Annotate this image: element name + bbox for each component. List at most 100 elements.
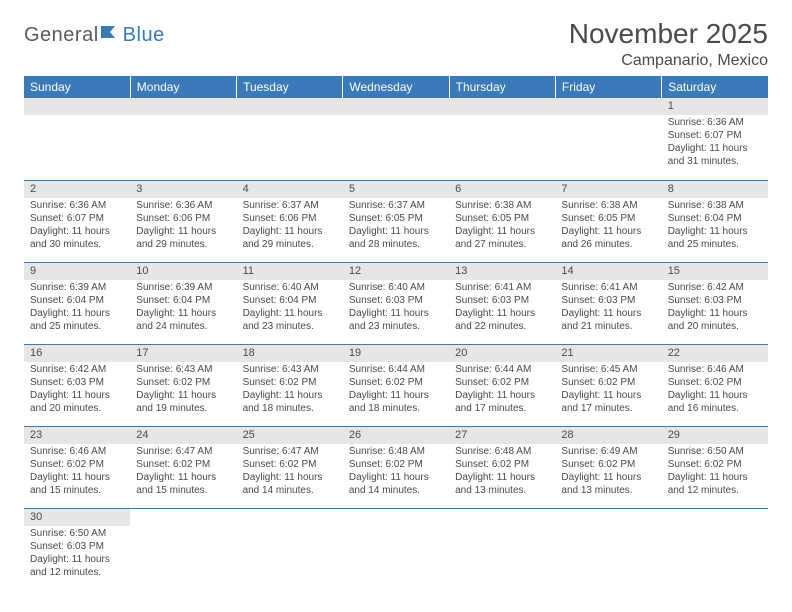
sunrise-text: Sunrise: 6:50 AM [668, 445, 762, 458]
day-number: 15 [662, 263, 768, 280]
day-number: 5 [343, 181, 449, 198]
sunrise-text: Sunrise: 6:40 AM [349, 281, 443, 294]
day-header: Monday [130, 76, 236, 98]
calendar-day-cell [237, 98, 343, 180]
title-block: November 2025 Campanario, Mexico [569, 18, 768, 70]
daylight-text: Daylight: 11 hours and 31 minutes. [668, 142, 762, 168]
calendar-day-cell: 30Sunrise: 6:50 AMSunset: 6:03 PMDayligh… [24, 508, 130, 590]
sunset-text: Sunset: 6:02 PM [668, 376, 762, 389]
calendar-day-cell [343, 508, 449, 590]
sunrise-text: Sunrise: 6:36 AM [668, 116, 762, 129]
calendar-table: Sunday Monday Tuesday Wednesday Thursday… [24, 76, 768, 590]
calendar-day-cell: 1Sunrise: 6:36 AMSunset: 6:07 PMDaylight… [662, 98, 768, 180]
day-data: Sunrise: 6:49 AMSunset: 6:02 PMDaylight:… [555, 444, 661, 499]
day-number: 16 [24, 345, 130, 362]
sunset-text: Sunset: 6:02 PM [349, 376, 443, 389]
day-header: Saturday [662, 76, 768, 98]
day-number: 25 [237, 427, 343, 444]
sunset-text: Sunset: 6:06 PM [243, 212, 337, 225]
day-data: Sunrise: 6:36 AMSunset: 6:06 PMDaylight:… [130, 198, 236, 253]
daylight-text: Daylight: 11 hours and 17 minutes. [455, 389, 549, 415]
calendar-day-cell: 2Sunrise: 6:36 AMSunset: 6:07 PMDaylight… [24, 180, 130, 262]
day-data: Sunrise: 6:40 AMSunset: 6:03 PMDaylight:… [343, 280, 449, 335]
day-number: 21 [555, 345, 661, 362]
daylight-text: Daylight: 11 hours and 24 minutes. [136, 307, 230, 333]
sunrise-text: Sunrise: 6:39 AM [136, 281, 230, 294]
sunset-text: Sunset: 6:07 PM [30, 212, 124, 225]
calendar-day-cell: 21Sunrise: 6:45 AMSunset: 6:02 PMDayligh… [555, 344, 661, 426]
day-header: Sunday [24, 76, 130, 98]
sunset-text: Sunset: 6:02 PM [561, 376, 655, 389]
day-header: Tuesday [237, 76, 343, 98]
sunrise-text: Sunrise: 6:43 AM [136, 363, 230, 376]
sunset-text: Sunset: 6:03 PM [349, 294, 443, 307]
day-number: 19 [343, 345, 449, 362]
daylight-text: Daylight: 11 hours and 28 minutes. [349, 225, 443, 251]
day-data: Sunrise: 6:50 AMSunset: 6:02 PMDaylight:… [662, 444, 768, 499]
sunrise-text: Sunrise: 6:44 AM [455, 363, 549, 376]
day-data: Sunrise: 6:41 AMSunset: 6:03 PMDaylight:… [449, 280, 555, 335]
day-data: Sunrise: 6:40 AMSunset: 6:04 PMDaylight:… [237, 280, 343, 335]
day-number: 7 [555, 181, 661, 198]
sunrise-text: Sunrise: 6:41 AM [561, 281, 655, 294]
calendar-day-cell: 27Sunrise: 6:48 AMSunset: 6:02 PMDayligh… [449, 426, 555, 508]
sunrise-text: Sunrise: 6:38 AM [455, 199, 549, 212]
day-number: 13 [449, 263, 555, 280]
sunrise-text: Sunrise: 6:36 AM [30, 199, 124, 212]
sunset-text: Sunset: 6:04 PM [30, 294, 124, 307]
sunrise-text: Sunrise: 6:39 AM [30, 281, 124, 294]
sunrise-text: Sunrise: 6:47 AM [136, 445, 230, 458]
sunrise-text: Sunrise: 6:46 AM [30, 445, 124, 458]
day-number: 14 [555, 263, 661, 280]
calendar-day-cell: 5Sunrise: 6:37 AMSunset: 6:05 PMDaylight… [343, 180, 449, 262]
calendar-week-row: 9Sunrise: 6:39 AMSunset: 6:04 PMDaylight… [24, 262, 768, 344]
sunset-text: Sunset: 6:04 PM [136, 294, 230, 307]
day-data: Sunrise: 6:37 AMSunset: 6:06 PMDaylight:… [237, 198, 343, 253]
daylight-text: Daylight: 11 hours and 29 minutes. [136, 225, 230, 251]
calendar-week-row: 23Sunrise: 6:46 AMSunset: 6:02 PMDayligh… [24, 426, 768, 508]
sunrise-text: Sunrise: 6:37 AM [243, 199, 337, 212]
daylight-text: Daylight: 11 hours and 27 minutes. [455, 225, 549, 251]
calendar-day-cell: 29Sunrise: 6:50 AMSunset: 6:02 PMDayligh… [662, 426, 768, 508]
sunset-text: Sunset: 6:06 PM [136, 212, 230, 225]
logo-text-general: General [24, 24, 99, 47]
calendar-day-cell: 4Sunrise: 6:37 AMSunset: 6:06 PMDaylight… [237, 180, 343, 262]
day-data: Sunrise: 6:44 AMSunset: 6:02 PMDaylight:… [343, 362, 449, 417]
sunrise-text: Sunrise: 6:38 AM [668, 199, 762, 212]
day-number: 6 [449, 181, 555, 198]
calendar-day-cell [555, 98, 661, 180]
sunrise-text: Sunrise: 6:49 AM [561, 445, 655, 458]
day-data: Sunrise: 6:46 AMSunset: 6:02 PMDaylight:… [24, 444, 130, 499]
day-data: Sunrise: 6:42 AMSunset: 6:03 PMDaylight:… [24, 362, 130, 417]
calendar-day-cell: 7Sunrise: 6:38 AMSunset: 6:05 PMDaylight… [555, 180, 661, 262]
calendar-day-cell: 25Sunrise: 6:47 AMSunset: 6:02 PMDayligh… [237, 426, 343, 508]
day-number: 3 [130, 181, 236, 198]
daylight-text: Daylight: 11 hours and 17 minutes. [561, 389, 655, 415]
day-data: Sunrise: 6:36 AMSunset: 6:07 PMDaylight:… [24, 198, 130, 253]
calendar-day-cell: 24Sunrise: 6:47 AMSunset: 6:02 PMDayligh… [130, 426, 236, 508]
day-number: 28 [555, 427, 661, 444]
calendar-day-cell: 20Sunrise: 6:44 AMSunset: 6:02 PMDayligh… [449, 344, 555, 426]
daylight-text: Daylight: 11 hours and 12 minutes. [30, 553, 124, 579]
sunrise-text: Sunrise: 6:42 AM [30, 363, 124, 376]
calendar-week-row: 16Sunrise: 6:42 AMSunset: 6:03 PMDayligh… [24, 344, 768, 426]
sunset-text: Sunset: 6:03 PM [668, 294, 762, 307]
day-number: 29 [662, 427, 768, 444]
daylight-text: Daylight: 11 hours and 20 minutes. [668, 307, 762, 333]
day-data: Sunrise: 6:37 AMSunset: 6:05 PMDaylight:… [343, 198, 449, 253]
calendar-day-cell: 10Sunrise: 6:39 AMSunset: 6:04 PMDayligh… [130, 262, 236, 344]
sunrise-text: Sunrise: 6:37 AM [349, 199, 443, 212]
sunset-text: Sunset: 6:05 PM [455, 212, 549, 225]
day-header: Thursday [449, 76, 555, 98]
day-number: 17 [130, 345, 236, 362]
sunrise-text: Sunrise: 6:42 AM [668, 281, 762, 294]
calendar-day-cell [130, 508, 236, 590]
day-number: 26 [343, 427, 449, 444]
calendar-week-row: 2Sunrise: 6:36 AMSunset: 6:07 PMDaylight… [24, 180, 768, 262]
daylight-text: Daylight: 11 hours and 14 minutes. [243, 471, 337, 497]
calendar-day-cell: 13Sunrise: 6:41 AMSunset: 6:03 PMDayligh… [449, 262, 555, 344]
daylight-text: Daylight: 11 hours and 18 minutes. [243, 389, 337, 415]
sunset-text: Sunset: 6:05 PM [561, 212, 655, 225]
day-number: 1 [662, 98, 768, 115]
daylight-text: Daylight: 11 hours and 26 minutes. [561, 225, 655, 251]
